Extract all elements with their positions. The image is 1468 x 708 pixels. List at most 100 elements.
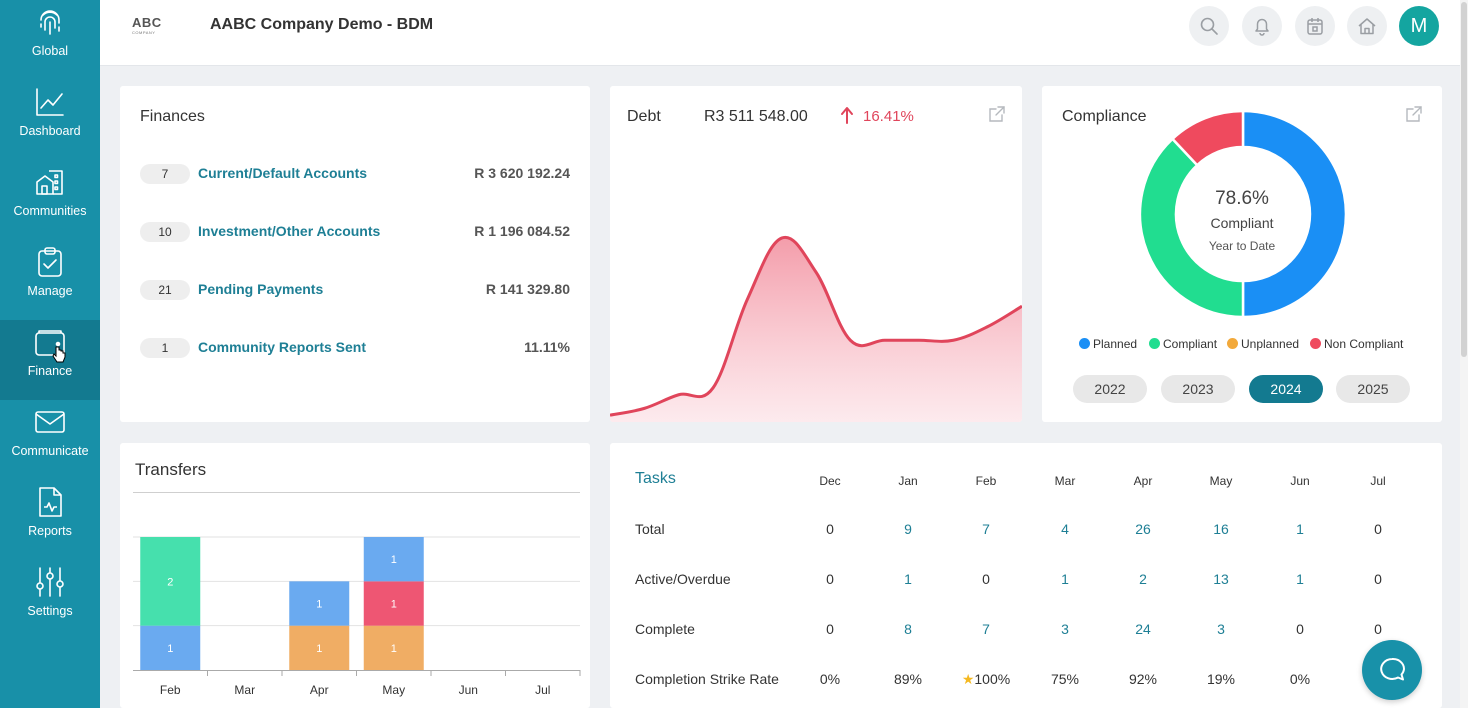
bar-segment[interactable] (140, 537, 201, 626)
nav-dashboard[interactable]: Dashboard (0, 80, 100, 160)
year-button-2025[interactable]: 2025 (1336, 375, 1410, 403)
finance-amount: 11.11% (524, 339, 570, 355)
task-cell[interactable]: 8 (904, 621, 912, 637)
bar-segment[interactable] (363, 581, 424, 626)
home-icon (1358, 18, 1376, 35)
bar-segment[interactable] (363, 625, 424, 670)
chat-button[interactable] (1362, 640, 1422, 700)
finance-row: 7 Current/Default Accounts R 3 620 192.2… (140, 162, 570, 186)
finance-link[interactable]: Current/Default Accounts (198, 165, 368, 181)
legend-dot (1227, 338, 1238, 349)
month-header: Feb (975, 474, 997, 488)
nav-finance[interactable]: Finance (0, 320, 100, 400)
line-chart-icon (36, 88, 64, 116)
task-cell[interactable]: 7 (982, 521, 990, 537)
finance-link[interactable]: Investment/Other Accounts (198, 223, 381, 239)
bar-value-label: 1 (391, 554, 397, 566)
divider (133, 492, 580, 493)
year-button-2023[interactable]: 2023 (1161, 375, 1235, 403)
year-button-2022[interactable]: 2022 (1073, 375, 1147, 403)
transfers-title: Transfers (135, 460, 207, 479)
compliance-title: Compliance (1062, 108, 1147, 125)
task-cell[interactable]: 7 (982, 621, 990, 637)
legend-item[interactable]: Unplanned (1227, 337, 1299, 351)
donut-slice-compliant[interactable] (1139, 137, 1245, 318)
tasks-title[interactable]: Tasks (635, 470, 676, 487)
page-scrollbar[interactable] (1460, 0, 1468, 708)
company-name: AABC Company Demo - BDM (210, 16, 434, 33)
bar-segment[interactable] (140, 625, 201, 670)
compliance-donut-chart (1139, 110, 1347, 318)
nav-communities[interactable]: Communities (0, 160, 100, 240)
task-cell: 0 (1374, 571, 1382, 587)
donut-slice-planned[interactable] (1241, 110, 1347, 318)
bar-value-label: 1 (316, 599, 322, 611)
task-cell: 0 (1296, 621, 1304, 637)
task-cell: 75% (1050, 671, 1080, 687)
row-label: Complete (635, 621, 695, 637)
legend-item[interactable]: Non Compliant (1310, 337, 1403, 351)
finances-card: Finances 7 Current/Default Accounts R 3 … (120, 86, 590, 422)
debt-label: Debt (627, 108, 661, 125)
task-cell: 89% (893, 671, 923, 687)
bar-segment[interactable] (289, 625, 350, 670)
task-cell[interactable]: 3 (1061, 621, 1069, 637)
task-cell[interactable]: 1 (904, 571, 912, 587)
finance-row: 1 Community Reports Sent 11.11% (140, 336, 570, 360)
home-button[interactable] (1347, 6, 1387, 46)
calendar-icon (1307, 18, 1323, 35)
task-cell[interactable]: 1 (1296, 521, 1304, 537)
nav-reports[interactable]: Reports (0, 480, 100, 560)
star-icon: ★ (961, 671, 975, 687)
nav-communicate[interactable]: Communicate (0, 400, 100, 480)
bar-value-label: 1 (167, 643, 173, 655)
user-avatar[interactable]: M (1399, 6, 1439, 46)
search-button[interactable] (1189, 6, 1229, 46)
legend-item[interactable]: Planned (1079, 337, 1137, 351)
task-cell[interactable]: 26 (1135, 521, 1151, 537)
task-cell[interactable]: 3 (1217, 621, 1225, 637)
notifications-button[interactable] (1242, 6, 1282, 46)
nav-global[interactable]: Global (0, 0, 100, 80)
bar-segment[interactable] (289, 581, 350, 626)
year-button-2024[interactable]: 2024 (1249, 375, 1323, 403)
task-cell: 0 (826, 571, 834, 587)
arrow-up-icon (841, 107, 853, 124)
task-cell[interactable]: 4 (1061, 521, 1069, 537)
bar-value-label: 2 (167, 576, 173, 588)
nav-label: Communicate (11, 444, 89, 458)
buildings-icon (36, 170, 63, 195)
external-link-icon[interactable] (988, 105, 1006, 123)
task-cell[interactable]: 1 (1061, 571, 1069, 587)
external-link-icon[interactable] (1405, 105, 1423, 123)
task-cell[interactable]: 1 (1296, 571, 1304, 587)
finance-link[interactable]: Pending Payments (198, 281, 324, 297)
task-cell[interactable]: 9 (904, 521, 912, 537)
x-tick-label: Jun (459, 683, 478, 697)
legend-label: Non Compliant (1324, 337, 1404, 351)
nav-manage[interactable]: Manage (0, 240, 100, 320)
donut-slice-non-compliant[interactable] (1170, 110, 1245, 167)
task-cell[interactable]: 2 (1139, 571, 1147, 587)
debt-area-fill (610, 237, 1022, 422)
row-label: Total (635, 521, 665, 537)
task-cell: 0 (826, 621, 834, 637)
task-cell[interactable]: 24 (1135, 621, 1151, 637)
task-cell: 0 (1374, 521, 1382, 537)
bar-value-label: 1 (391, 643, 397, 655)
nav-settings[interactable]: Settings (0, 560, 100, 640)
task-cell: 0 (826, 521, 834, 537)
calendar-button[interactable] (1295, 6, 1335, 46)
count-badge: 1 (140, 338, 190, 358)
legend-item[interactable]: Compliant (1149, 337, 1217, 351)
finance-link[interactable]: Community Reports Sent (198, 339, 367, 355)
task-cell: 92% (1128, 671, 1158, 687)
task-cell[interactable]: 13 (1213, 571, 1229, 587)
scrollbar-thumb[interactable] (1461, 2, 1467, 357)
compliance-subtitle: Compliant (1210, 215, 1274, 231)
bell-icon (1255, 18, 1269, 36)
task-cell: 0% (1289, 671, 1311, 687)
legend-label: Compliant (1163, 337, 1218, 351)
task-cell[interactable]: 16 (1213, 521, 1229, 537)
bar-segment[interactable] (363, 537, 424, 582)
